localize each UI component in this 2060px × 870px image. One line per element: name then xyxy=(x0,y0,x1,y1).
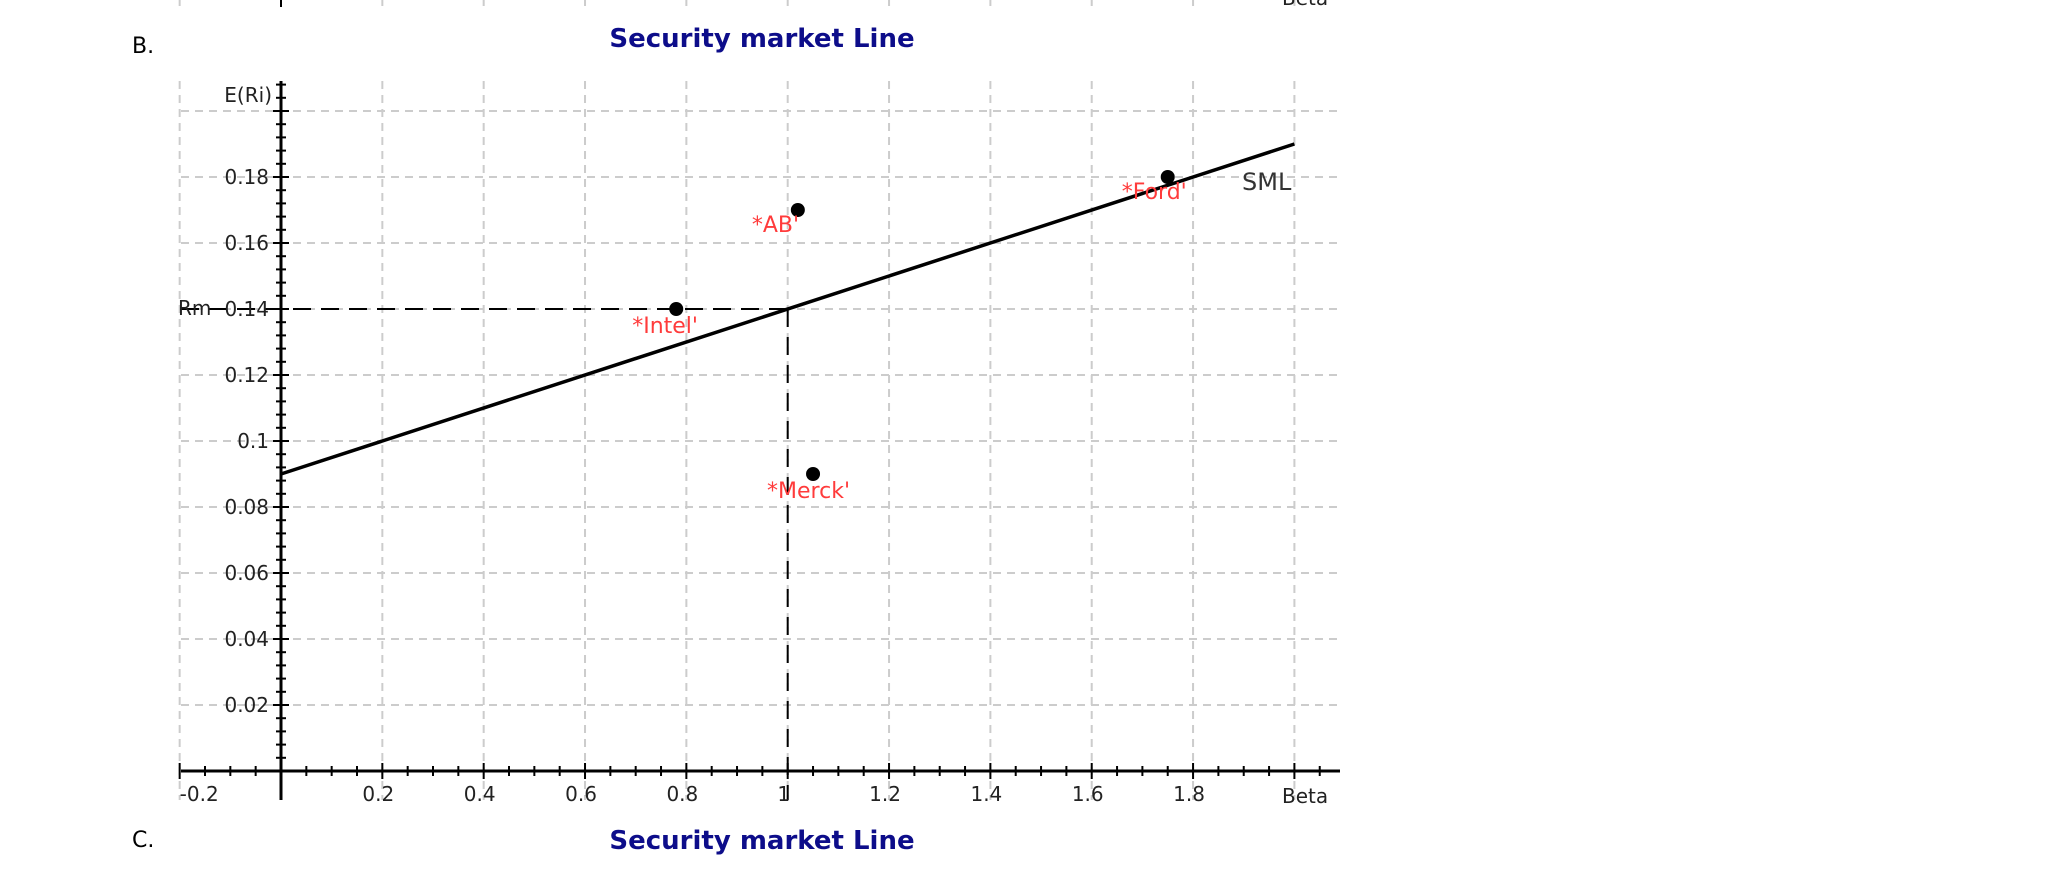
x-tick-label: -0.2 xyxy=(180,782,219,806)
point-label-merck: *Merck' xyxy=(767,479,850,504)
data-point-merck xyxy=(806,467,821,481)
y-tick-label: 0.16 xyxy=(224,231,269,255)
sml-label: SML xyxy=(1242,168,1292,196)
previous-chart-xlabel: Beta xyxy=(1282,0,1328,10)
previous-chart-fragment: Beta xyxy=(178,0,1328,10)
next-chart-title: Security market Line xyxy=(609,826,915,856)
x-tick-label: 1 xyxy=(777,782,790,806)
x-axis-label: Beta xyxy=(1282,784,1328,808)
x-tick-label: 0.2 xyxy=(362,782,394,806)
rm-label: Rm xyxy=(178,296,211,320)
y-axis-label: E(Ri) xyxy=(224,83,272,107)
data-points: *Intel' *AB' *Ford' *Merck' xyxy=(632,170,1187,504)
point-label-intel: *Intel' xyxy=(632,314,698,339)
x-tick-label: 0.8 xyxy=(666,782,698,806)
sml-line: SML xyxy=(280,142,1295,476)
y-tick-label: 0.18 xyxy=(224,165,269,189)
section-label-b: B. xyxy=(132,34,155,59)
y-tick-label: 0.08 xyxy=(224,495,269,519)
x-tick-label: 1.4 xyxy=(970,782,1002,806)
y-tick-label: 0.12 xyxy=(224,363,269,387)
y-tick-label: 0.1 xyxy=(237,429,269,453)
y-tick-label: 0.06 xyxy=(224,561,269,585)
y-tick-label: 0.04 xyxy=(224,627,269,651)
section-label-c: C. xyxy=(132,828,155,853)
y-tick-label: 0.14 xyxy=(224,297,269,321)
data-point-ab xyxy=(790,203,805,217)
chart-title: Security market Line xyxy=(609,24,915,54)
y-tick-label: 0.02 xyxy=(224,693,269,717)
axis-ticks: -0.2 0.2 0.4 0.6 0.8 1 1.2 1.4 1.6 1.8 0.02 0.04 0.0… xyxy=(178,83,1328,808)
point-label-ab: *AB' xyxy=(752,213,799,238)
x-tick-label: 0.6 xyxy=(565,782,597,806)
x-tick-label: 1.8 xyxy=(1173,782,1205,806)
point-label-ford: *Ford' xyxy=(1122,180,1187,205)
x-tick-label: 0.4 xyxy=(464,782,496,806)
x-tick-label: 1.2 xyxy=(869,782,901,806)
data-point-intel xyxy=(669,302,684,316)
x-tick-label: 1.6 xyxy=(1072,782,1104,806)
data-point-ford xyxy=(1160,170,1175,184)
